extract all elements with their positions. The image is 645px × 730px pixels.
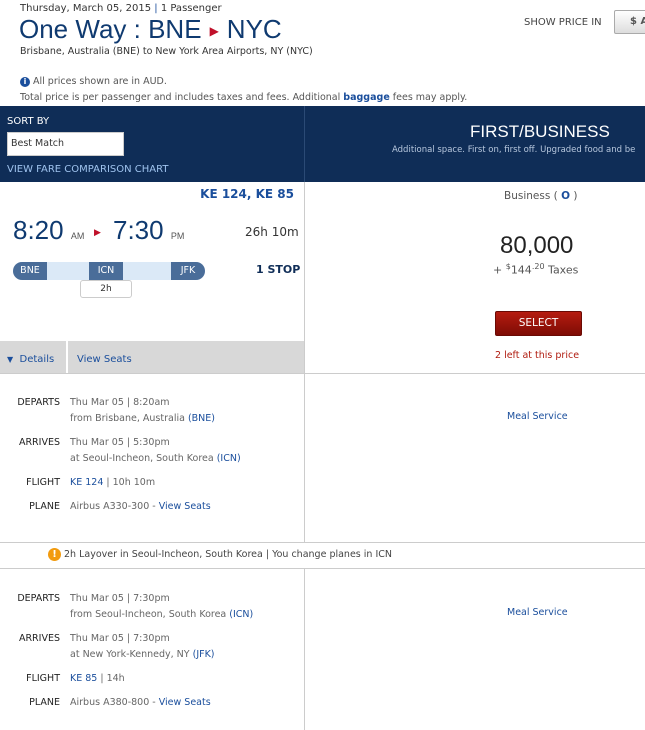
- warning-icon: !: [48, 548, 61, 561]
- flight-numbers-link[interactable]: KE 124, KE 85: [200, 187, 294, 201]
- flight-label: FLIGHT: [26, 673, 60, 684]
- fare-comparison-link[interactable]: VIEW FARE COMPARISON CHART: [7, 164, 169, 175]
- departure-date: Thu Mar 05 | 8:20am: [70, 397, 170, 408]
- departure-date: Thu Mar 05 | 7:30pm: [70, 593, 170, 604]
- trip-date: Thursday, March 05, 2015 | 1 Passenger: [20, 3, 222, 14]
- layover-duration: 2h: [80, 280, 132, 298]
- arrives-label: ARRIVES: [18, 437, 60, 448]
- arrival-airport: at Seoul-Incheon, South Korea (ICN): [70, 453, 241, 464]
- meal-service-link[interactable]: Meal Service: [507, 411, 568, 422]
- baggage-link[interactable]: baggage: [343, 92, 390, 103]
- taxes: + $144.20 Taxes: [493, 262, 579, 277]
- plane-info: Airbus A330-300 - View Seats: [70, 501, 211, 512]
- airport-icn: ICN: [89, 262, 123, 280]
- departure-time: 8:20 AM: [13, 215, 85, 245]
- total-duration: 26h 10m: [245, 225, 299, 239]
- info-icon: i: [20, 77, 30, 87]
- cabin-title: FIRST/BUSINESS: [470, 122, 610, 141]
- departure-airport: from Brisbane, Australia (BNE): [70, 413, 215, 424]
- view-seats-link[interactable]: View Seats: [158, 501, 211, 512]
- details-toggle[interactable]: ▼ Details: [7, 354, 55, 365]
- plane-label: PLANE: [29, 697, 60, 708]
- currency-info: i All prices shown are in AUD.: [20, 76, 167, 87]
- details-bar: [0, 341, 304, 373]
- plane-label: PLANE: [29, 501, 60, 512]
- show-price-label: SHOW PRICE IN: [524, 17, 602, 28]
- view-seats-link[interactable]: View Seats: [77, 354, 132, 365]
- flight-info: KE 124 | 10h 10m: [70, 477, 156, 488]
- seats-left: 2 left at this price: [495, 350, 580, 361]
- select-button[interactable]: SELECT: [495, 311, 582, 336]
- departure-airport: from Seoul-Incheon, South Korea (ICN): [70, 609, 254, 620]
- arrives-label: ARRIVES: [18, 633, 60, 644]
- arrival-date: Thu Mar 05 | 7:30pm: [70, 633, 170, 644]
- price-note: Total price is per passenger and include…: [20, 92, 468, 103]
- layover-notice: ! 2h Layover in Seoul-Incheon, South Kore…: [48, 548, 392, 561]
- view-seats-link[interactable]: View Seats: [158, 697, 211, 708]
- stops-count: 1 STOP: [256, 263, 301, 276]
- departs-label: DEPARTS: [17, 593, 60, 604]
- departs-label: DEPARTS: [17, 397, 60, 408]
- fare-class: Business ( O ): [504, 190, 578, 202]
- caret-down-icon: ▼: [7, 355, 14, 364]
- sort-label: SORT BY: [7, 116, 50, 127]
- page-title: One Way : BNE ▶ NYC: [19, 14, 282, 44]
- arrival-date: Thu Mar 05 | 5:30pm: [70, 437, 170, 448]
- cabin-description: Additional space. First on, first off. U…: [392, 145, 636, 155]
- miles-price: 80,000: [500, 232, 574, 259]
- currency-button[interactable]: $ A: [614, 10, 645, 34]
- route-subtitle: Brisbane, Australia (BNE) to New York Ar…: [20, 46, 313, 57]
- arrival-time: 7:30 PM: [113, 215, 185, 245]
- plane-info: Airbus A380-800 - View Seats: [70, 697, 211, 708]
- flight-link[interactable]: KE 124: [70, 477, 104, 488]
- airport-jfk: JFK: [171, 262, 205, 280]
- arrival-airport: at New York-Kennedy, NY (JFK): [70, 649, 215, 660]
- airport-bne: BNE: [13, 262, 47, 280]
- route-bar: BNE ICN JFK: [13, 262, 205, 280]
- sort-select[interactable]: Best Match: [7, 132, 124, 156]
- meal-service-link[interactable]: Meal Service: [507, 607, 568, 618]
- flight-link[interactable]: KE 85: [70, 673, 98, 684]
- arrow-right-icon: ▶: [94, 228, 101, 238]
- flight-label: FLIGHT: [26, 477, 60, 488]
- arrow-right-icon: ▶: [209, 24, 219, 39]
- flight-info: KE 85 | 14h: [70, 673, 125, 684]
